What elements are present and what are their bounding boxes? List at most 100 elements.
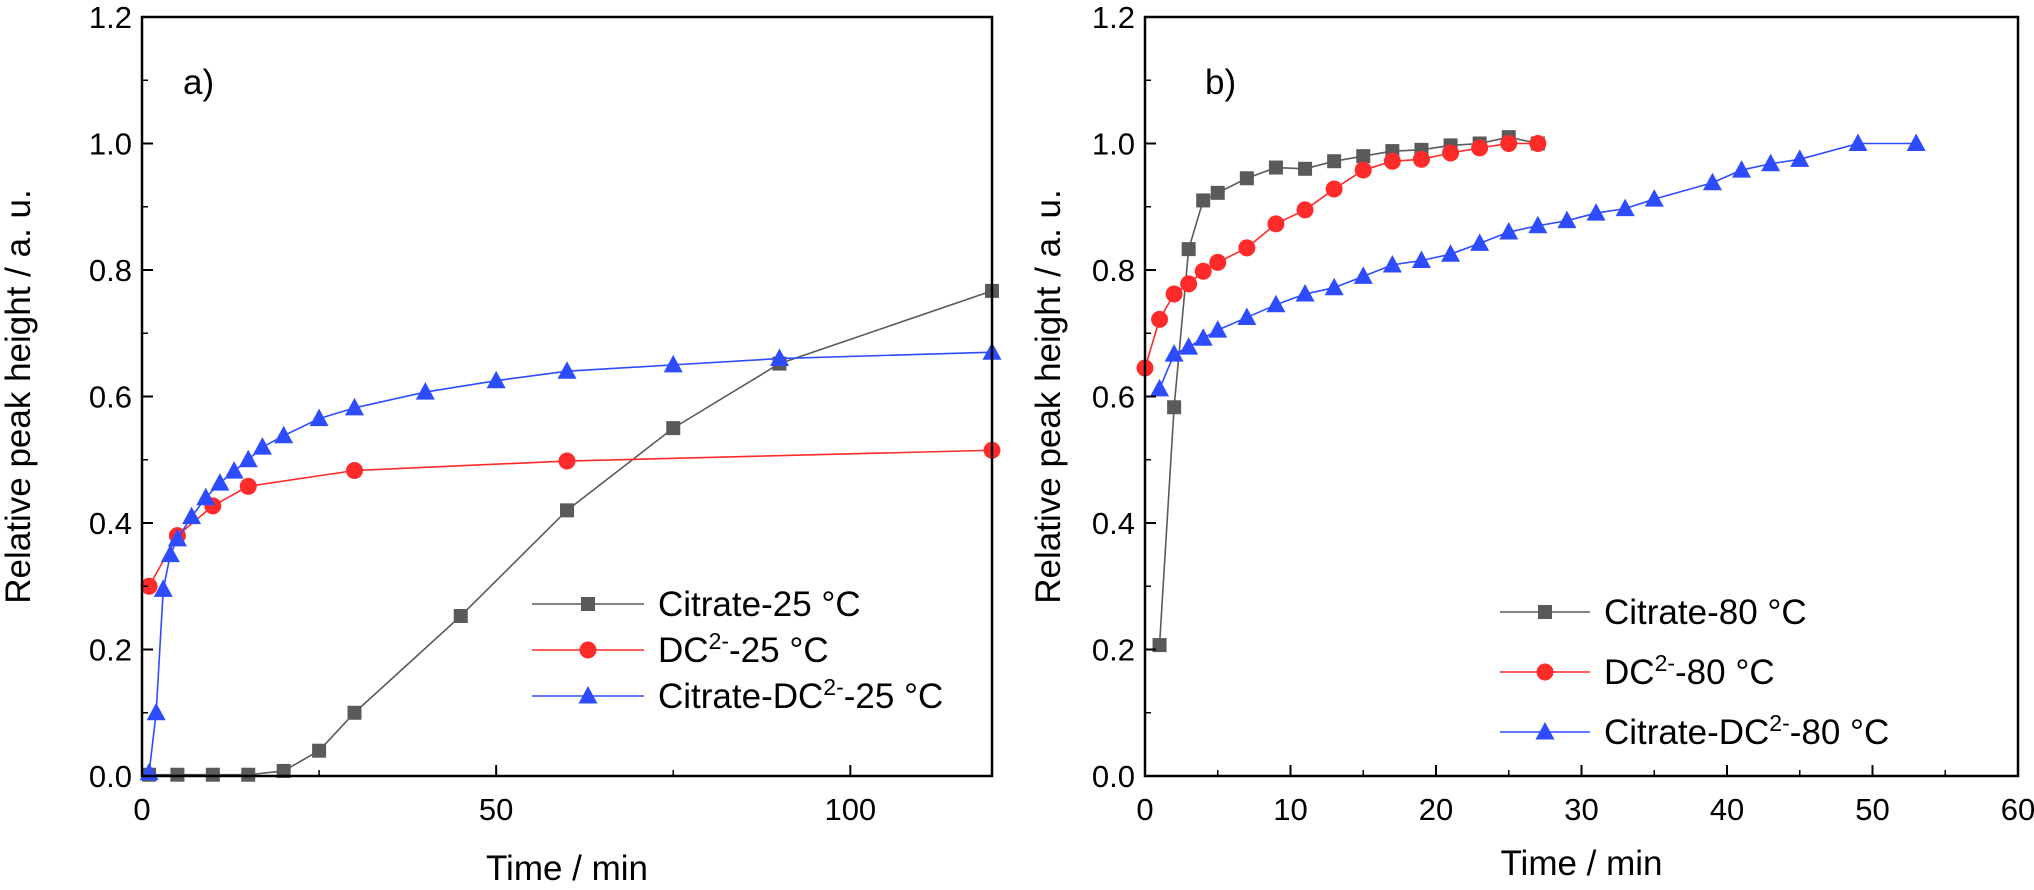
data-point — [770, 348, 789, 367]
data-point — [1325, 180, 1343, 198]
data-point — [1354, 161, 1372, 179]
data-point — [347, 705, 362, 720]
data-point — [1193, 328, 1213, 346]
data-point — [1266, 294, 1286, 313]
data-point — [1848, 133, 1868, 151]
y-tick-label: 1.2 — [89, 0, 132, 35]
y-tick-label: 0.0 — [1092, 759, 1135, 794]
data-point — [312, 743, 327, 758]
data-point — [309, 408, 329, 427]
y-tick-label: 0.2 — [1092, 633, 1135, 668]
data-point — [160, 544, 180, 563]
data-point — [1152, 638, 1167, 653]
series-0 — [142, 283, 999, 782]
series-1 — [140, 441, 1001, 595]
x-tick-label: 10 — [1273, 792, 1307, 827]
legend-marker — [1535, 722, 1555, 740]
y-tick-label: 0.4 — [89, 506, 132, 541]
data-point — [345, 397, 364, 416]
data-point — [1167, 400, 1182, 415]
data-point — [182, 506, 202, 525]
data-point — [1179, 337, 1199, 355]
data-point — [1239, 171, 1254, 186]
data-point — [239, 477, 257, 495]
data-point — [1499, 222, 1519, 240]
data-point — [238, 449, 258, 468]
data-point — [1529, 135, 1547, 152]
data-point — [1761, 153, 1781, 172]
data-point — [170, 767, 185, 782]
x-tick-label: 60 — [2001, 792, 2034, 827]
y-axis-title: Relative peak height / a. u. — [1029, 189, 1068, 603]
legend-marker — [581, 597, 595, 611]
y-tick-label: 0.6 — [1092, 380, 1135, 415]
x-tick-label: 50 — [1855, 792, 1889, 827]
y-tick-label: 1.0 — [1092, 127, 1135, 162]
y-tick-label: 1.2 — [1092, 0, 1135, 35]
data-point — [1196, 193, 1211, 208]
data-point — [1644, 189, 1664, 207]
data-point — [1382, 254, 1402, 273]
legend-label: DC2--80 °C — [1604, 650, 1775, 692]
x-tick-label: 20 — [1419, 792, 1453, 827]
y-tick-label: 0.4 — [1092, 506, 1135, 541]
data-point — [1324, 277, 1344, 296]
data-point — [1298, 161, 1313, 176]
data-point — [1442, 144, 1460, 162]
series-2 — [1150, 133, 1926, 397]
data-point — [1353, 266, 1373, 284]
data-point — [1441, 244, 1461, 262]
y-tick-label: 0.8 — [89, 253, 132, 288]
series-line — [1158, 142, 1917, 390]
data-point — [241, 767, 256, 782]
data-point — [1238, 239, 1256, 257]
data-point — [1296, 201, 1314, 219]
data-point — [557, 361, 577, 379]
data-point — [453, 608, 468, 623]
data-point — [167, 528, 187, 547]
series-0 — [1152, 130, 1545, 653]
data-point — [1181, 242, 1196, 257]
data-point — [146, 702, 166, 721]
x-tick-label: 40 — [1710, 792, 1744, 827]
data-point — [210, 473, 230, 491]
series-1 — [1136, 135, 1547, 377]
data-point — [486, 370, 506, 389]
x-tick-label: 0 — [1136, 792, 1153, 827]
data-point — [153, 579, 173, 597]
data-point — [1732, 160, 1752, 178]
y-tick-label: 0.8 — [1092, 253, 1135, 288]
legend-label: Citrate-80 °C — [1604, 593, 1807, 632]
panel-label: a) — [183, 63, 214, 102]
data-point — [1557, 210, 1577, 229]
data-point — [274, 425, 294, 444]
x-axis-title: Time / min — [486, 849, 648, 888]
data-point — [1180, 275, 1198, 293]
data-point — [558, 452, 576, 470]
series-2 — [139, 342, 1002, 781]
data-point — [1528, 215, 1548, 234]
legend-marker — [1538, 605, 1552, 619]
data-point — [1210, 185, 1225, 200]
data-point — [1702, 172, 1722, 191]
data-point — [1268, 160, 1283, 175]
legend-marker — [578, 686, 598, 704]
data-point — [666, 421, 681, 436]
data-point — [1164, 344, 1184, 362]
data-point — [224, 461, 244, 479]
data-point — [560, 503, 574, 518]
legend-marker — [1536, 663, 1554, 681]
data-point — [1411, 250, 1431, 269]
data-point — [1295, 284, 1315, 302]
data-point — [1151, 310, 1169, 328]
x-tick-label: 0 — [133, 792, 150, 827]
data-point — [1356, 149, 1371, 164]
series-line — [1158, 136, 1539, 646]
panel-b: 0 10 20 30 40 50 60 0.0 0.2 0.4 0.6 0.8 1.0 1.2 Time /… — [1029, 0, 2034, 883]
data-point — [1327, 154, 1342, 169]
data-point — [1267, 215, 1285, 233]
y-tick-label: 1.0 — [89, 127, 132, 162]
y-tick-label: 0.2 — [89, 633, 132, 668]
plot-frame — [1143, 15, 2020, 778]
